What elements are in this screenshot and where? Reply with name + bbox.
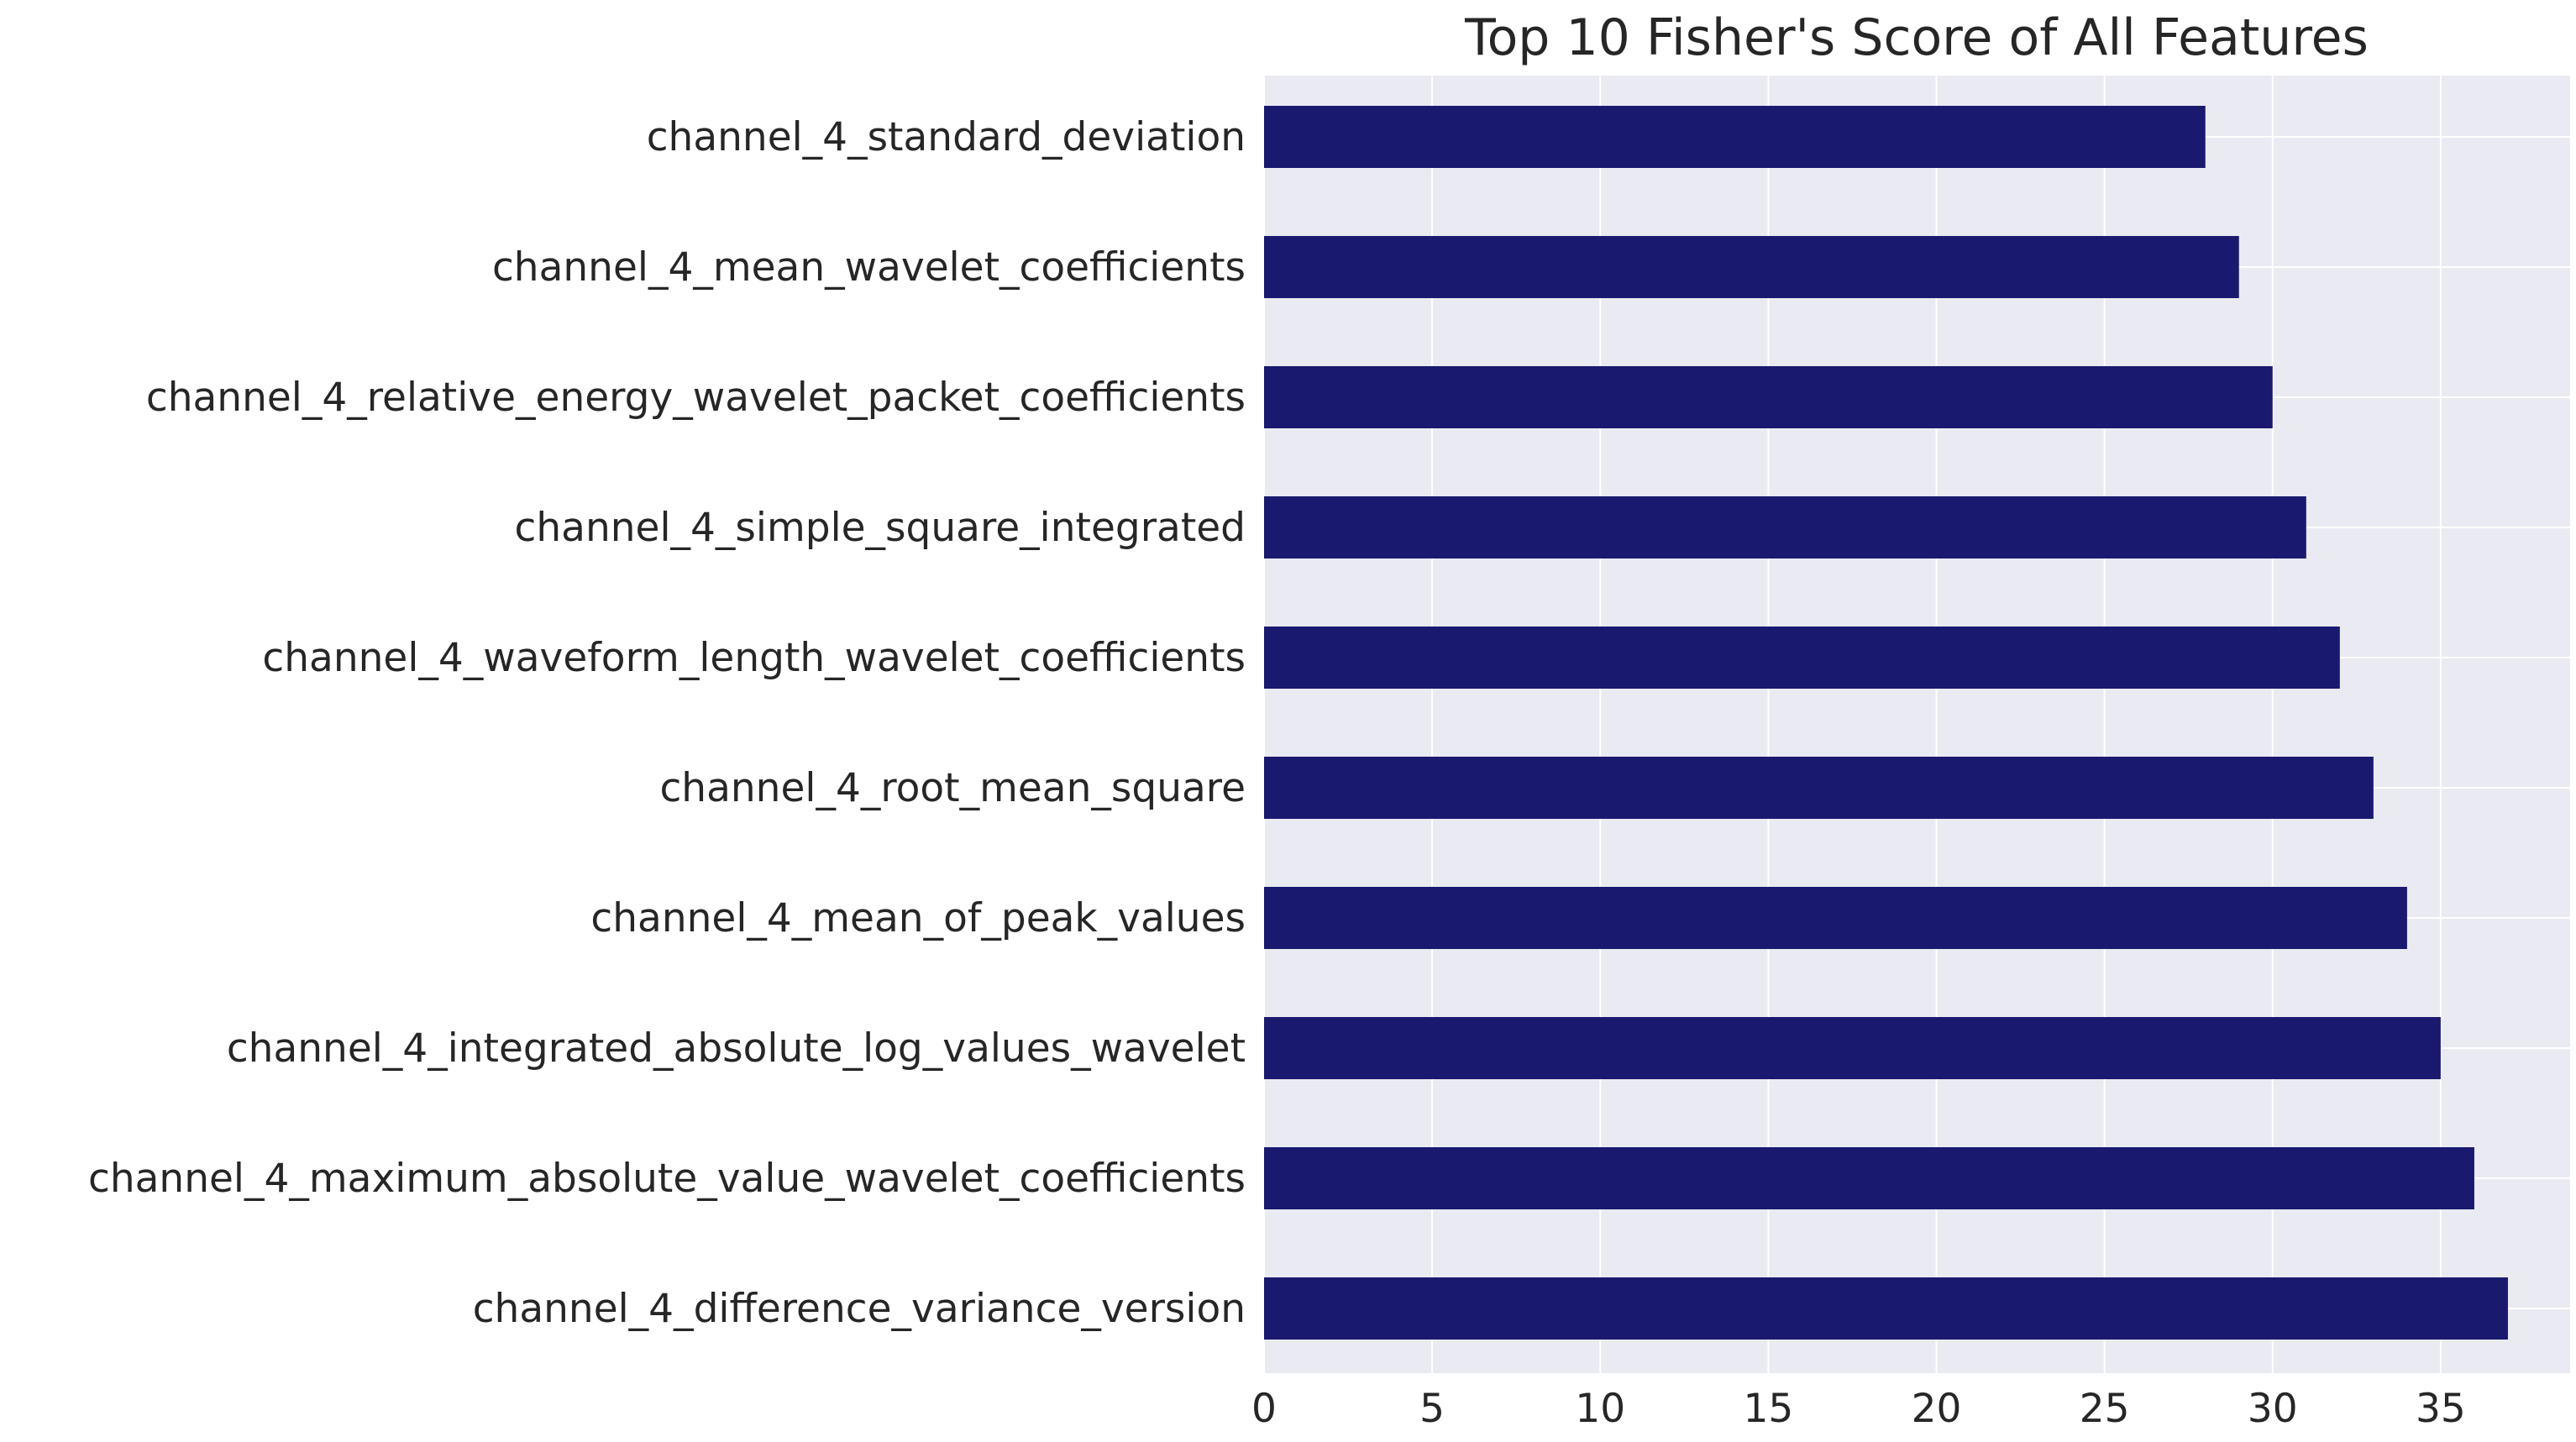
bars [1264,106,2508,1340]
category-label: channel_4_integrated_absolute_log_values… [227,1025,1246,1072]
category-label: channel_4_mean_wavelet_coefficients [492,244,1246,291]
bar-channel-4-maximum-absolute-value-wavelet-coefficients [1264,1147,2474,1209]
category-label: channel_4_standard_deviation [647,114,1246,160]
bar-channel-4-standard-deviation [1264,106,2206,168]
x-tick-label: 5 [1419,1386,1445,1432]
x-tick-label: 25 [2080,1386,2130,1432]
bar-channel-4-relative-energy-wavelet-packet-coefficients [1264,366,2273,428]
bar-channel-4-difference-variance-version [1264,1277,2508,1340]
bar-channel-4-integrated-absolute-log-values-wavelet [1264,1017,2441,1079]
chart-title: Top 10 Fisher's Score of All Features [1464,8,2369,67]
x-tick-label: 0 [1251,1386,1277,1432]
x-tick-label: 15 [1743,1386,1793,1432]
bar-channel-4-mean-wavelet-coefficients [1264,236,2239,298]
category-label: channel_4_maximum_absolute_value_wavelet… [88,1156,1246,1202]
x-tick-labels: 0 5 10 15 20 25 30 35 [1251,1386,2466,1432]
category-label: channel_4_root_mean_square [659,765,1246,811]
category-label: channel_4_mean_of_peak_values [590,895,1246,941]
x-tick-label: 10 [1575,1386,1625,1432]
category-label: channel_4_waveform_length_wavelet_coeffi… [262,635,1246,681]
category-label: channel_4_relative_energy_wavelet_packet… [146,375,1246,421]
bar-channel-4-mean-of-peak-values [1264,887,2407,949]
bar-channel-4-simple-square-integrated [1264,496,2306,558]
x-tick-label: 35 [2416,1386,2466,1432]
category-label: channel_4_difference_variance_version [473,1286,1246,1332]
bar-channel-4-root-mean-square [1264,757,2374,819]
x-tick-label: 20 [1912,1386,1962,1432]
category-labels: channel_4_standard_deviation channel_4_me… [88,114,1246,1332]
x-tick-label: 30 [2248,1386,2298,1432]
bar-channel-4-waveform-length-wavelet-coefficients [1264,627,2340,689]
category-label: channel_4_simple_square_integrated [515,505,1246,551]
